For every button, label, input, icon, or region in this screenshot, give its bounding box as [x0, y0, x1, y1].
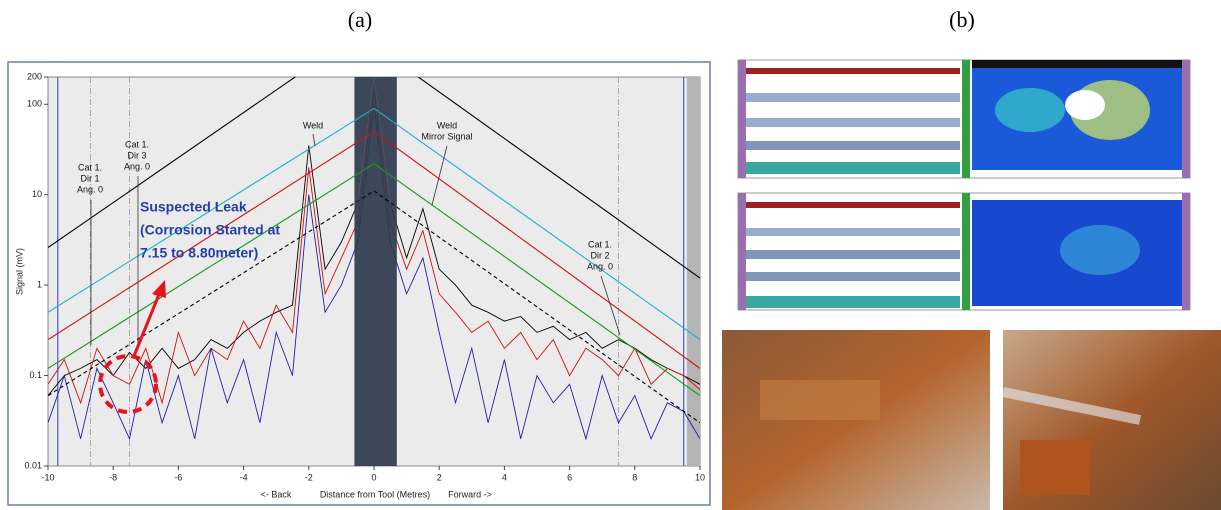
- panel-label: (b): [949, 7, 975, 32]
- scan-bar: [746, 68, 960, 74]
- annotation: 7.15 to 8.80meter): [140, 245, 258, 261]
- leader: [312, 133, 316, 147]
- y-tick-label: 1: [37, 279, 42, 289]
- x-axis-label: <- Back: [261, 489, 292, 499]
- series-line: [48, 130, 700, 369]
- annotation: Dir 1: [80, 173, 99, 183]
- scan-edge: [962, 193, 970, 310]
- scan-axis: [746, 296, 960, 308]
- annotation: Ang. 0: [587, 261, 613, 271]
- y-tick-label: 0.1: [29, 370, 42, 380]
- scan-image: [737, 192, 1191, 311]
- annotation: Weld: [437, 120, 457, 130]
- x-tick-label: -4: [240, 472, 248, 482]
- series-line: [48, 77, 700, 396]
- x-tick-label: 10: [695, 472, 705, 482]
- scan-edge: [738, 60, 746, 178]
- scan-stripe: [746, 250, 960, 259]
- photo-pipe: [760, 380, 880, 420]
- scan-image: [737, 59, 1191, 179]
- leak-arrowhead: [152, 280, 166, 298]
- scan-blob: [1060, 225, 1140, 275]
- annotation: (Corrosion Started at: [140, 222, 280, 238]
- x-tick-label: 6: [567, 472, 572, 482]
- series-line: [48, 190, 700, 424]
- x-tick-label: -10: [41, 472, 54, 482]
- scan-stripe: [746, 141, 960, 150]
- panel-label: (a): [348, 7, 372, 32]
- x-axis-label: Forward ->: [448, 489, 492, 499]
- annotation: Ang. 0: [124, 161, 150, 171]
- scan-bar: [972, 60, 1182, 68]
- scan-stripe: [746, 272, 960, 281]
- series-line: [357, 77, 391, 204]
- leak-circle: [98, 354, 158, 414]
- photo-pipe: [1020, 440, 1090, 495]
- x-tick-label: -8: [109, 472, 117, 482]
- leader: [431, 145, 448, 206]
- annotation-graphics: [90, 133, 621, 414]
- series-line: [48, 107, 700, 341]
- x-tick-label: 0: [371, 472, 376, 482]
- scan-blob: [995, 88, 1065, 132]
- band: [354, 77, 397, 466]
- annotation: Mirror Signal: [421, 131, 472, 141]
- annotation: Cat 1.: [588, 239, 612, 249]
- scan-axis: [746, 162, 960, 174]
- scan-stripe: [746, 118, 960, 127]
- y-tick-label: 100: [27, 99, 42, 109]
- annotation: Dir 2: [590, 250, 609, 260]
- leader: [600, 275, 621, 336]
- scan-edge: [962, 60, 970, 178]
- y-axis-label: Signal (mV): [14, 248, 24, 295]
- series-line: [48, 77, 700, 279]
- scan-stripe: [746, 93, 960, 102]
- x-tick-label: 2: [437, 472, 442, 482]
- annotation: Suspected Leak: [140, 199, 247, 215]
- x-tick-label: -2: [305, 472, 313, 482]
- x-tick-label: -6: [174, 472, 182, 482]
- scan-bar: [746, 202, 960, 208]
- annotation: Ang. 0: [77, 184, 103, 194]
- annotation: Cat 1.: [125, 139, 149, 149]
- y-tick-label: 10: [32, 189, 42, 199]
- y-tick-label: 200: [27, 71, 42, 81]
- annotation: Weld: [303, 120, 323, 130]
- photo-spray: [1001, 387, 1142, 425]
- plot-clip: [48, 77, 700, 466]
- x-tick-label: 8: [632, 472, 637, 482]
- scan-stripe: [746, 228, 960, 236]
- annotation: Cat 1.: [78, 162, 102, 172]
- x-axis-label: Distance from Tool (Metres): [320, 489, 430, 499]
- scan-blob: [1065, 90, 1105, 120]
- annotation: Dir 3: [127, 150, 146, 160]
- plot: -10 -8 -6 -4 -2 0 2 4 6 8 10 0.01 0.1 1 10 100 200 Signal…: [14, 71, 705, 499]
- scan-edge: [1182, 60, 1190, 178]
- end-zone: [686, 77, 700, 466]
- scan-edge: [738, 193, 746, 310]
- leak-arrow: [132, 291, 162, 357]
- x-tick-label: 4: [502, 472, 507, 482]
- y-tick-label: 0.01: [24, 460, 42, 470]
- scan-edge: [1182, 193, 1190, 310]
